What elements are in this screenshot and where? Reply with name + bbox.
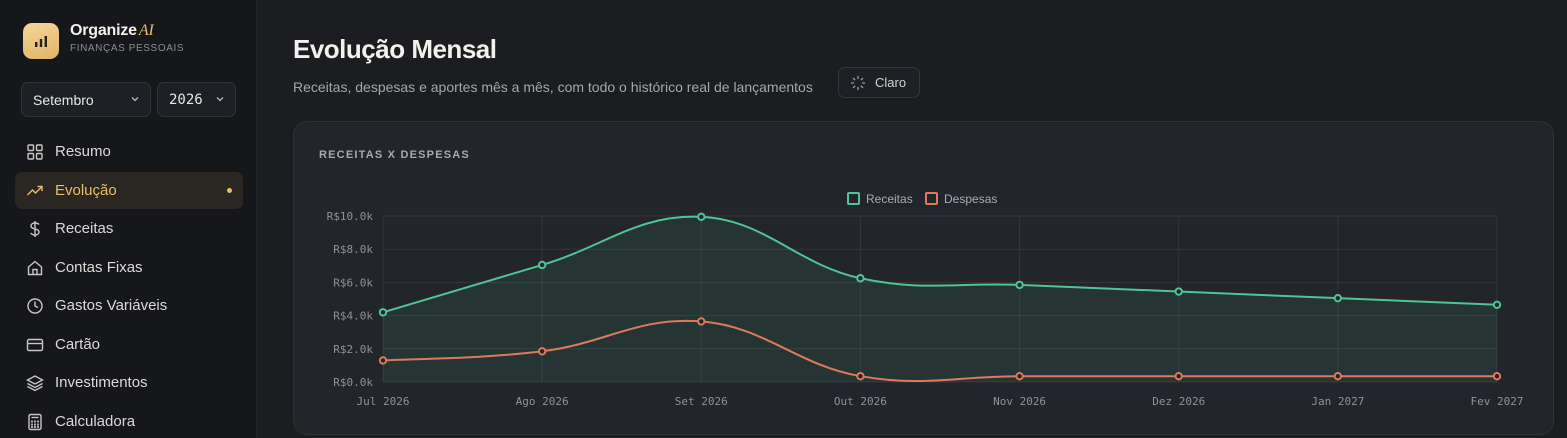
app-name-suffix: AI [138,22,154,39]
x-tick-label: Out 2026 [834,395,887,408]
sidebar-item-cartao[interactable]: Cartão [15,326,243,363]
grid-icon [26,143,44,161]
data-point-receitas [697,212,706,222]
sidebar-item-investimentos[interactable]: Investimentos [15,364,243,401]
x-tick-label: Dez 2026 [1152,395,1205,408]
sidebar-item-receitas[interactable]: Receitas [15,210,243,247]
month-select[interactable]: Setembro [21,82,151,117]
data-point-receitas [378,308,388,317]
y-tick-label: R$8.0k [333,243,373,256]
y-tick-label: R$2.0k [333,343,373,356]
page-subtitle: Receitas, despesas e aportes mês a mês, … [293,79,813,95]
x-tick-label: Nov 2026 [993,395,1046,408]
x-tick-label: Jul 2026 [357,395,410,408]
dollar-icon [26,220,44,238]
data-point-receitas [1015,280,1024,290]
theme-toggle-label: Claro [875,75,907,90]
data-point-despesas [856,371,865,381]
sidebar-item-label: Resumo [55,143,111,160]
bar-chart-icon [35,36,47,47]
x-tick-label: Set 2026 [675,395,728,408]
x-tick-label: Jan 2027 [1311,395,1364,408]
series-line-despesas [382,319,1497,383]
sidebar-item-label: Gastos Variáveis [55,297,168,314]
sidebar-item-label: Receitas [55,220,114,237]
sidebar-item-resumo[interactable]: Resumo [15,133,243,170]
data-point-despesas [378,356,388,365]
sidebar-item-contas-fixas[interactable]: Contas Fixas [15,249,243,286]
credit-card-icon [26,336,44,354]
month-select-value: Setembro [33,91,94,108]
active-indicator [227,188,232,193]
x-tick-label: Ago 2026 [516,395,569,408]
x-tick-label: Fev 2027 [1471,395,1524,408]
chart-card: RECEITAS X DESPESAS R$0.0k R$2.0k R$4.0k R$… [293,121,1554,435]
series-area-receitas [383,216,1497,382]
y-tick-label: R$0.0k [333,376,373,389]
data-point-despesas [1174,371,1183,381]
sidebar-item-label: Cartão [55,336,101,353]
calculator-icon [26,413,44,431]
data-point-receitas [1333,293,1343,303]
sidebar-item-evolucao[interactable]: Evolução [15,172,243,209]
sidebar-item-label: Contas Fixas [55,259,143,276]
chevron-down-icon [131,97,139,102]
legend-swatch-receitas [847,192,860,205]
home-icon [26,259,44,277]
y-tick-label: R$10.0k [327,210,374,223]
app-name: Organize AI [70,22,154,40]
logo [23,23,59,59]
app-name-text: Organize [70,22,137,39]
sidebar-item-calculadora[interactable]: Calculadora [15,403,243,438]
year-select[interactable]: 2026 [157,82,236,117]
data-point-despesas [1333,371,1343,381]
clock-icon [26,297,44,315]
data-point-receitas [1492,300,1502,310]
data-point-despesas [1492,371,1502,381]
sidebar: Organize AI FINANÇAS PESSOAIS Setembro 20… [0,0,257,438]
sidebar-item-label: Investimentos [55,374,148,391]
sidebar-item-label: Evolução [55,182,117,199]
data-point-despesas [697,317,706,326]
data-point-receitas [856,274,865,283]
data-point-despesas [1015,371,1024,381]
chevron-down-icon [216,97,224,102]
sidebar-item-label: Calculadora [55,413,136,430]
legend-label-despesas: Despesas [944,192,997,206]
sidebar-item-gastos-variaveis[interactable]: Gastos Variáveis [15,287,243,324]
trending-up-icon [26,182,44,200]
data-point-receitas [537,260,547,270]
legend-label-receitas: Receitas [866,192,913,206]
loader-icon [850,75,866,90]
legend-swatch-despesas [925,192,938,205]
data-point-despesas [537,347,547,356]
page-title: Evolução Mensal [293,34,497,64]
series-line-receitas [382,215,1498,314]
year-select-value: 2026 [169,91,203,108]
layers-icon [26,374,44,392]
y-tick-label: R$4.0k [333,310,373,323]
chart-title: RECEITAS X DESPESAS [319,149,470,161]
line-chart: R$0.0k R$2.0k R$4.0k R$6.0k R$8.0k R$10.0k Jul… [327,192,1524,408]
app-tagline: FINANÇAS PESSOAIS [70,43,185,54]
y-tick-label: R$6.0k [333,276,373,289]
theme-toggle-button[interactable]: Claro [838,67,920,98]
data-point-receitas [1174,287,1183,296]
